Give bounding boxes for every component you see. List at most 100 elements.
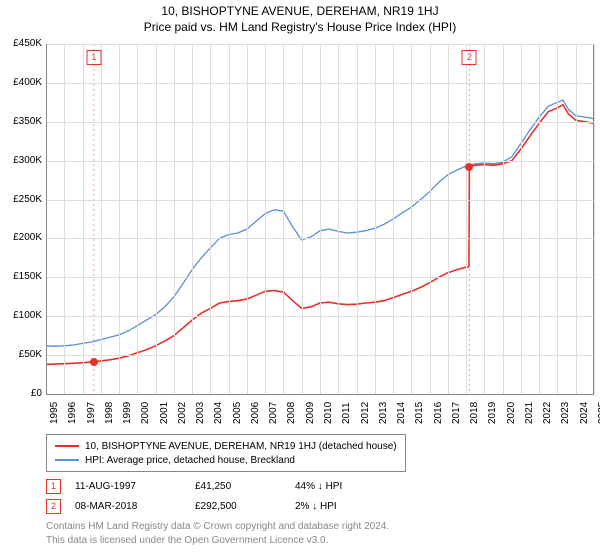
sale-marker-box: 1 [86, 50, 101, 65]
x-axis-label: 2000 [140, 402, 151, 424]
gridline-v [119, 44, 120, 394]
chart-title: 10, BISHOPTYNE AVENUE, DEREHAM, NR19 1HJ [0, 4, 600, 18]
x-axis-label: 2006 [250, 402, 261, 424]
legend-label: 10, BISHOPTYNE AVENUE, DEREHAM, NR19 1HJ… [85, 441, 397, 452]
gridline-v [576, 44, 577, 394]
x-axis-label: 2019 [487, 402, 498, 424]
gridline-v [283, 44, 284, 394]
y-axis-label: £450K [2, 38, 42, 49]
x-axis-label: 1995 [49, 402, 60, 424]
x-axis-label: 2014 [396, 402, 407, 424]
legend-swatch [55, 459, 79, 461]
x-axis-label: 2009 [305, 402, 316, 424]
gridline-v [430, 44, 431, 394]
gridline-v [539, 44, 540, 394]
x-axis-label: 2013 [378, 402, 389, 424]
x-axis-label: 2004 [213, 402, 224, 424]
sale-delta: 44% ↓ HPI [295, 481, 395, 492]
legend-label: HPI: Average price, detached house, Brec… [85, 455, 295, 466]
gridline-v [64, 44, 65, 394]
y-axis-label: £100K [2, 310, 42, 321]
sales-table: 1 11-AUG-1997 £41,250 44% ↓ HPI 2 08-MAR… [46, 476, 395, 516]
x-axis-label: 2010 [323, 402, 334, 424]
x-axis-label: 2011 [341, 402, 352, 424]
gridline-v [192, 44, 193, 394]
y-axis-label: £50K [2, 349, 42, 360]
x-axis-label: 2015 [414, 402, 425, 424]
footer-line: Contains HM Land Registry data © Crown c… [46, 520, 389, 534]
sale-row: 1 11-AUG-1997 £41,250 44% ↓ HPI [46, 476, 395, 496]
sale-dot-icon [465, 163, 473, 171]
sale-date: 11-AUG-1997 [75, 481, 195, 492]
gridline-v [265, 44, 266, 394]
x-axis-label: 1999 [122, 402, 133, 424]
sale-price: £292,500 [195, 501, 295, 512]
y-axis-label: £250K [2, 194, 42, 205]
y-axis-label: £150K [2, 271, 42, 282]
gridline-v [46, 44, 47, 394]
x-axis-label: 1996 [67, 402, 78, 424]
gridline-h [46, 394, 594, 395]
x-axis-label: 2008 [286, 402, 297, 424]
x-axis-label: 2024 [579, 402, 590, 424]
gridline-v [156, 44, 157, 394]
gridline-v [594, 44, 595, 394]
x-axis-label: 2016 [433, 402, 444, 424]
gridline-v [210, 44, 211, 394]
gridline-v [83, 44, 84, 394]
gridline-v [174, 44, 175, 394]
chart-subtitle: Price paid vs. HM Land Registry's House … [0, 20, 600, 34]
y-axis-label: £300K [2, 155, 42, 166]
gridline-v [229, 44, 230, 394]
gridline-v [247, 44, 248, 394]
gridline-v [557, 44, 558, 394]
y-axis-label: £200K [2, 232, 42, 243]
x-axis-label: 2022 [542, 402, 553, 424]
x-axis-label: 2020 [506, 402, 517, 424]
gridline-v [503, 44, 504, 394]
x-axis-label: 2002 [177, 402, 188, 424]
x-axis-label: 2023 [560, 402, 571, 424]
legend-swatch [55, 445, 79, 447]
sale-marker-box: 2 [462, 50, 477, 65]
sale-date: 08-MAR-2018 [75, 501, 195, 512]
x-axis-label: 2007 [268, 402, 279, 424]
gridline-v [357, 44, 358, 394]
sale-marker-icon: 2 [46, 499, 61, 514]
sale-marker-icon: 1 [46, 479, 61, 494]
x-axis-label: 1998 [104, 402, 115, 424]
gridline-v [302, 44, 303, 394]
gridline-v [320, 44, 321, 394]
legend-row: HPI: Average price, detached house, Brec… [55, 453, 397, 467]
gridline-v [466, 44, 467, 394]
gridline-v [393, 44, 394, 394]
y-axis-label: £400K [2, 77, 42, 88]
sale-price: £41,250 [195, 481, 295, 492]
gridline-v [448, 44, 449, 394]
x-axis-label: 2012 [360, 402, 371, 424]
gridline-v [137, 44, 138, 394]
gridline-v [484, 44, 485, 394]
sale-row: 2 08-MAR-2018 £292,500 2% ↓ HPI [46, 496, 395, 516]
legend-box: 10, BISHOPTYNE AVENUE, DEREHAM, NR19 1HJ… [46, 434, 406, 472]
x-axis-label: 2021 [524, 402, 535, 424]
x-axis-label: 2018 [469, 402, 480, 424]
title-block: 10, BISHOPTYNE AVENUE, DEREHAM, NR19 1HJ… [0, 0, 600, 34]
gridline-v [338, 44, 339, 394]
x-axis-label: 2017 [451, 402, 462, 424]
footer-line: This data is licensed under the Open Gov… [46, 534, 389, 548]
x-axis-label: 2005 [232, 402, 243, 424]
legend-row: 10, BISHOPTYNE AVENUE, DEREHAM, NR19 1HJ… [55, 439, 397, 453]
gridline-v [521, 44, 522, 394]
gridline-v [411, 44, 412, 394]
y-axis-label: £0 [2, 388, 42, 399]
sale-dot-icon [90, 358, 98, 366]
gridline-v [101, 44, 102, 394]
gridline-v [375, 44, 376, 394]
y-axis-label: £350K [2, 116, 42, 127]
sale-delta: 2% ↓ HPI [295, 501, 395, 512]
chart-container: 10, BISHOPTYNE AVENUE, DEREHAM, NR19 1HJ… [0, 0, 600, 560]
x-axis-label: 2003 [195, 402, 206, 424]
x-axis-label: 1997 [86, 402, 97, 424]
x-axis-label: 2001 [159, 402, 170, 424]
